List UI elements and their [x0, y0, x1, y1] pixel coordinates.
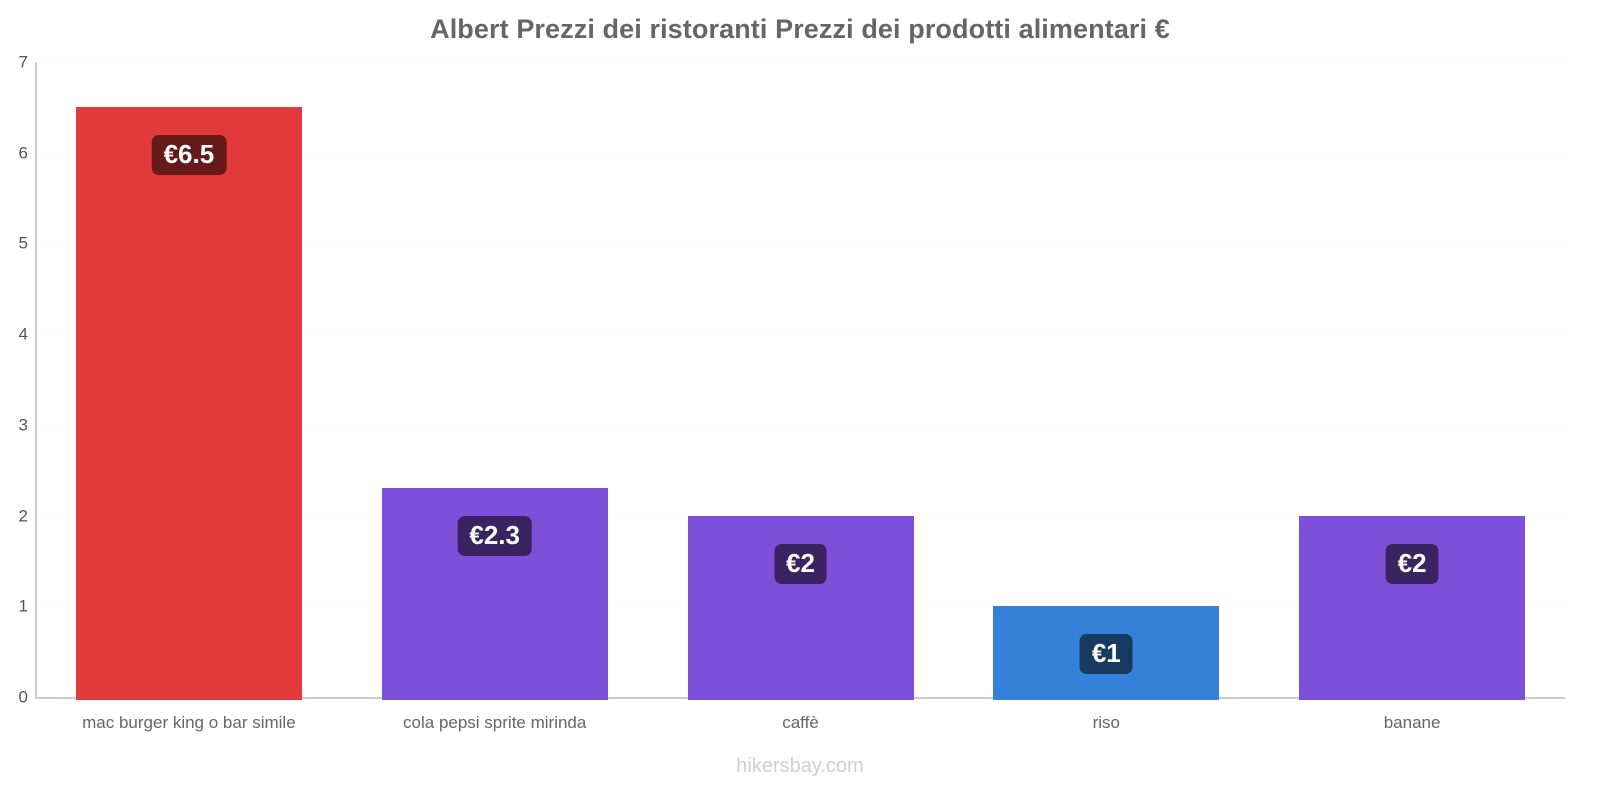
bar-value-badge: €2.3 [457, 516, 532, 557]
x-axis-tick-label: banane [1383, 713, 1441, 732]
gridline [36, 243, 1565, 245]
bar[interactable] [75, 107, 302, 700]
chart-title: Albert Prezzi dei ristoranti Prezzi dei … [430, 14, 1170, 44]
gridline [36, 424, 1565, 426]
y-axis-line [35, 62, 37, 699]
x-axis-tick-label: cola pepsi sprite mirinda [403, 713, 587, 732]
x-axis-tick-label: riso [1092, 713, 1120, 732]
gridline [36, 152, 1565, 154]
bar-value-badge: €1 [1079, 634, 1133, 675]
gridline [36, 62, 1565, 63]
footer-watermark: hikersbay.com [736, 755, 864, 777]
bar-value-badge: €2 [1385, 543, 1439, 584]
gridline [36, 334, 1565, 336]
bar-value-badge: €6.5 [151, 135, 227, 176]
x-axis-tick-label: caffè [782, 713, 819, 732]
x-axis-tick-label: mac burger king o bar simile [82, 713, 296, 732]
bar-value-badge: €2 [774, 543, 827, 584]
